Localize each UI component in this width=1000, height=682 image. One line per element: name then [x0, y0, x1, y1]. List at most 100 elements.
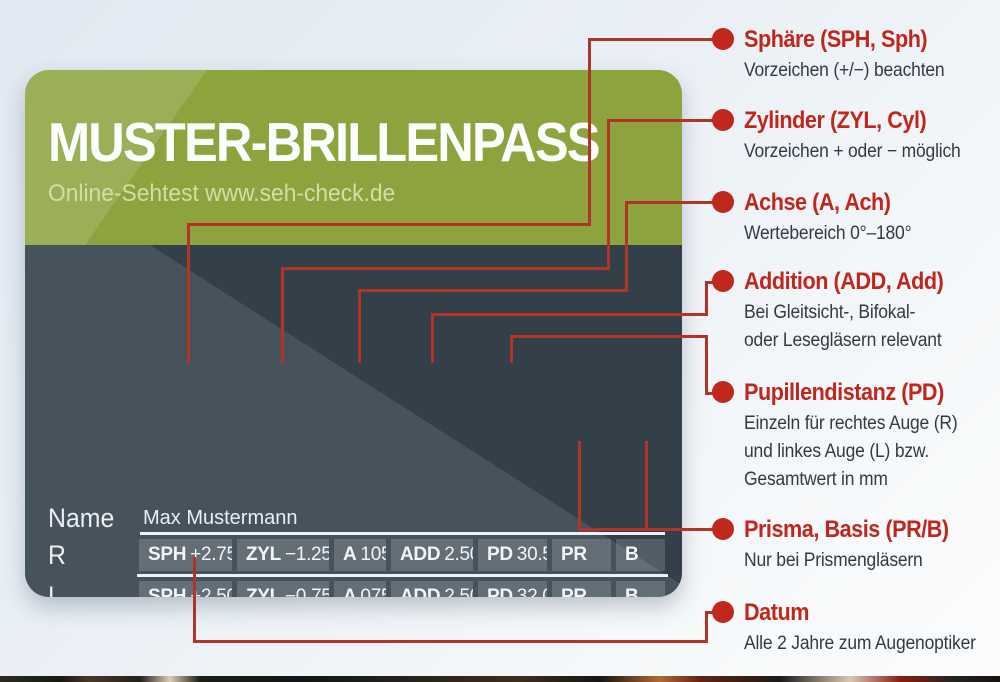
cell-key: ADD: [400, 586, 441, 597]
connector-achse: [625, 201, 714, 204]
row-l-label: L: [48, 581, 62, 597]
annotation-line: Alle 2 Jahre zum Augenoptiker: [744, 633, 976, 654]
bullet-pd: [712, 381, 734, 403]
connector-zylinder: [281, 267, 610, 270]
connector-sphaere: [187, 223, 591, 226]
name-label: Name: [48, 503, 115, 533]
cell-value: −1.25: [285, 544, 329, 565]
cell-l-zyl: ZYL −0.75: [237, 581, 329, 597]
annotation-datum: Datum Alle 2 Jahre zum Augenoptiker: [744, 599, 996, 658]
cell-value: +2.75: [190, 544, 232, 565]
cell-key: SPH: [148, 586, 187, 597]
cell-key: PD: [487, 586, 513, 597]
cell-value: 32.0: [516, 586, 547, 597]
connector-sphaere: [588, 38, 714, 41]
annotation-line: und linkes Auge (L) bzw.: [744, 441, 930, 462]
connector-datum: [193, 640, 708, 643]
annotation-line: Einzeln für rechtes Auge (R): [744, 413, 958, 434]
connector-achse: [625, 201, 628, 292]
annotation-pd: Pupillendistanz (PD) Einzeln für rechtes…: [744, 379, 976, 494]
cell-key: SPH: [148, 544, 187, 565]
cell-r-b: B: [616, 539, 665, 571]
connector-sphaere: [588, 38, 591, 226]
cell-value: −0.75: [285, 586, 329, 597]
cell-r-sph: SPH +2.75: [139, 539, 232, 571]
connector-pd: [705, 392, 714, 395]
connector-datum: [705, 611, 714, 614]
cell-l-sph: SPH +2.50: [139, 581, 232, 597]
connector-datum: [705, 611, 708, 643]
cell-r-a: A105: [334, 539, 386, 571]
annotation-line: Vorzeichen + oder − möglich: [744, 141, 961, 162]
annotation-line: Vorzeichen (+/−) beachten: [744, 60, 945, 81]
connector-prisma: [578, 528, 714, 531]
cell-key: PR: [561, 586, 587, 597]
connector-addition: [431, 313, 708, 316]
cell-value: 075: [360, 586, 386, 597]
bullet-achse: [712, 191, 734, 213]
bullet-prisma: [712, 518, 734, 540]
name-value: Max Mustermann: [143, 507, 298, 529]
connector-zylinder: [607, 119, 610, 270]
connector-zylinder: [607, 119, 714, 122]
bullet-zylinder: [712, 109, 734, 131]
connector-addition: [705, 281, 714, 284]
cell-key: B: [625, 586, 639, 597]
cell-key: ZYL: [246, 544, 281, 565]
annotation-title: Datum: [744, 599, 809, 626]
connector-achse: [358, 289, 628, 292]
annotation-achse: Achse (A, Ach) Wertebereich 0°–180°: [744, 189, 926, 248]
cell-key: A: [343, 544, 357, 565]
cell-value: +2.50: [190, 586, 232, 597]
cell-key: B: [625, 544, 639, 565]
annotation-title: Achse (A, Ach): [744, 189, 891, 216]
bottom-image-strip: [0, 676, 1000, 682]
connector-pd: [705, 335, 708, 395]
cell-value: 105: [360, 544, 386, 565]
connector-pd: [510, 335, 708, 338]
cell-key: A: [343, 586, 357, 597]
connector-addition: [431, 313, 434, 363]
annotation-sphaere: Sphäre (SPH, Sph) Vorzeichen (+/−) beach…: [744, 26, 962, 85]
card-body: Name R L Glas Fassung Datum Max Musterma…: [25, 245, 682, 597]
cell-key: ADD: [400, 544, 441, 565]
annotation-line: Bei Gleitsicht-, Bifokal-: [744, 302, 916, 323]
connector-prisma: [645, 441, 648, 531]
bullet-addition: [712, 270, 734, 292]
connector-prisma: [578, 441, 581, 531]
bullet-sphaere: [712, 28, 734, 50]
connector-addition: [705, 281, 708, 316]
cell-l-pr: PR: [552, 581, 611, 597]
cell-key: ZYL: [246, 586, 281, 597]
bullet-datum: [712, 601, 734, 623]
row-r-label: R: [48, 540, 66, 570]
cell-key: PR: [561, 544, 587, 565]
name-underline: [140, 532, 665, 535]
cell-r-pr: PR: [552, 539, 611, 571]
annotation-line: oder Lesegläsern relevant: [744, 330, 942, 351]
row-r-underline: [137, 574, 668, 577]
annotation-line: Gesamtwert in mm: [744, 469, 888, 490]
card-header: MUSTER-BRILLENPASS Online-Sehtest www.se…: [25, 70, 682, 245]
annotation-title: Sphäre (SPH, Sph): [744, 26, 928, 53]
cell-r-zyl: ZYL −1.25: [237, 539, 329, 571]
card-title: MUSTER-BRILLENPASS: [48, 111, 601, 173]
annotation-title: Addition (ADD, Add): [744, 268, 944, 295]
cell-l-a: A075: [334, 581, 386, 597]
card-subtitle: Online-Sehtest www.seh-check.de: [48, 180, 396, 207]
cell-value: 2.50: [444, 586, 473, 597]
annotation-prisma: Prisma, Basis (PR/B) Nur bei Prismengläs…: [744, 516, 971, 575]
cell-l-b: B: [616, 581, 665, 597]
annotation-title: Zylinder (ZYL, Cyl): [744, 107, 927, 134]
annotation-line: Wertebereich 0°–180°: [744, 223, 912, 244]
cell-value: 2.50: [444, 544, 473, 565]
annotation-line: Nur bei Prismengläsern: [744, 550, 923, 571]
connector-pd: [510, 335, 513, 363]
annotation-zylinder: Zylinder (ZYL, Cyl) Vorzeichen + oder − …: [744, 107, 979, 166]
connector-zylinder: [281, 267, 284, 363]
connector-datum: [193, 557, 196, 643]
